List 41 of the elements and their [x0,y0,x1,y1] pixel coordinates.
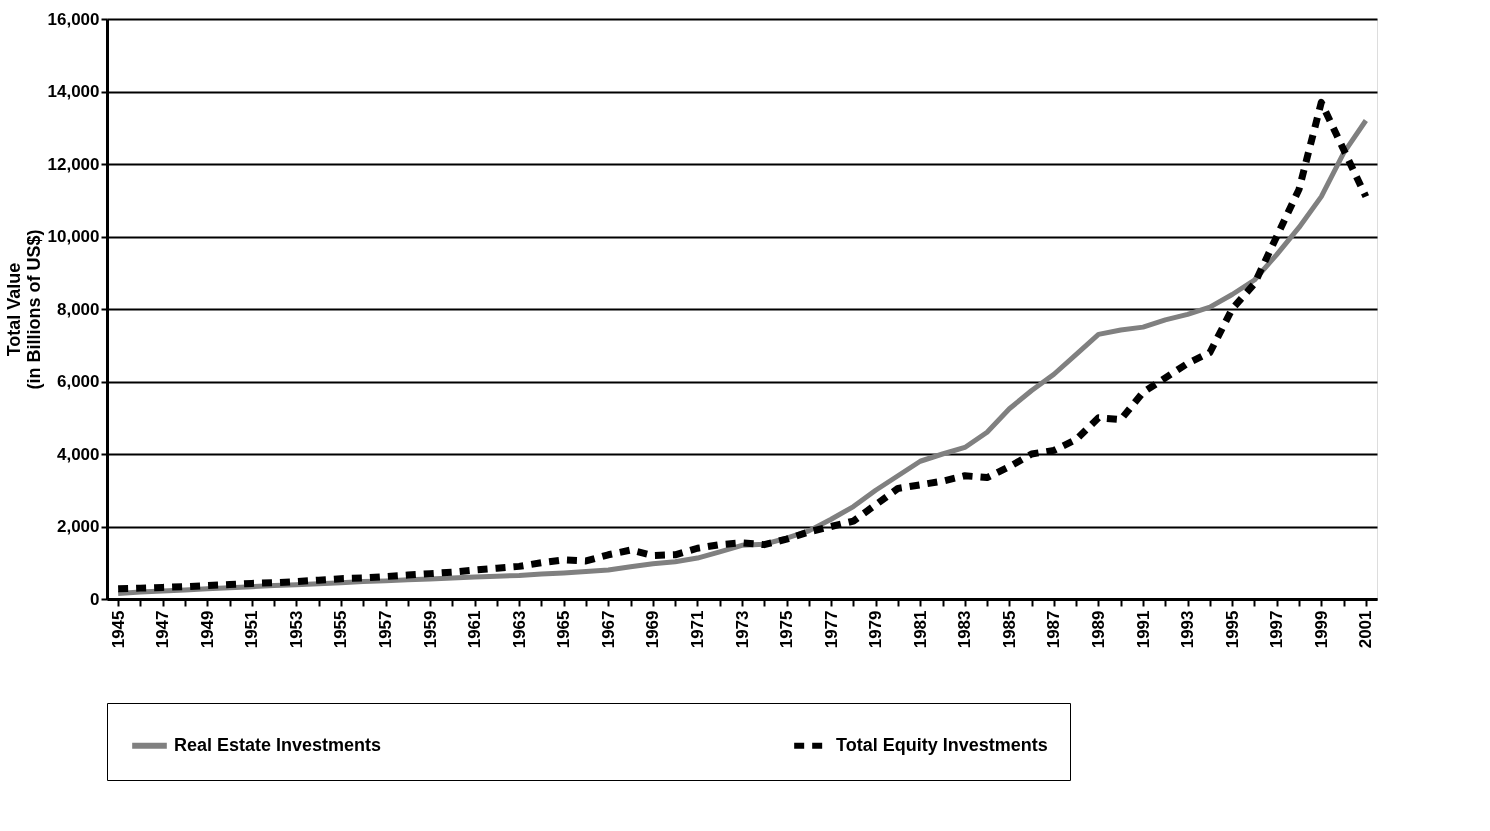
y-tick-label: 14,000 [47,82,100,101]
x-tick-label: 1975 [777,610,797,649]
x-tick-label: 1987 [1044,610,1064,649]
x-tick-label: 1999 [1311,610,1331,649]
x-tick-label: 1959 [420,610,440,649]
x-tick-label: 1955 [331,610,351,649]
x-tick-label: 1961 [465,610,485,649]
x-tick-label: 1963 [509,610,529,649]
x-tick-label: 1967 [598,610,618,649]
y-tick-label: 6,000 [56,372,100,391]
x-tick-label: 1951 [242,610,262,649]
x-tick-label: 1969 [643,610,663,649]
x-tick-label: 1997 [1267,610,1287,649]
x-tick-label: 1957 [376,610,396,649]
y-tick-label: 2,000 [56,517,100,536]
x-tick-label: 1981 [910,610,930,649]
x-tick-label: 2001 [1356,610,1376,649]
x-tick-label: 1995 [1222,610,1242,649]
x-tick-label: 1947 [153,610,173,649]
x-tick-label: 1965 [554,610,574,649]
y-axis-title: Total Value (in Billions of US$) [3,229,44,390]
x-tick-label: 1983 [955,610,975,649]
y-tick-label: 10,000 [47,227,100,246]
y-tick-label: 4,000 [56,444,100,464]
x-tick-label: 1993 [1178,610,1198,649]
legend-label: Real Estate Investments [174,734,382,755]
x-tick-label: 1949 [197,610,217,649]
x-tick-label: 1971 [687,610,707,649]
y-tick-label: 16,000 [47,9,100,29]
x-tick-label: 1979 [866,610,886,649]
x-tick-label: 1953 [286,610,306,649]
x-tick-label: 1991 [1133,610,1153,649]
y-tick-label: 12,000 [47,154,100,174]
legend-label: Total Equity Investments [836,734,1048,755]
x-tick-label: 1985 [999,610,1019,649]
y-tick-label: 8,000 [56,299,100,319]
x-tick-label: 1989 [1088,610,1108,649]
y-tick-label: 0 [90,589,100,609]
x-tick-label: 1977 [821,610,841,649]
x-tick-label: 1973 [732,610,752,649]
x-tick-label: 1945 [108,610,128,649]
